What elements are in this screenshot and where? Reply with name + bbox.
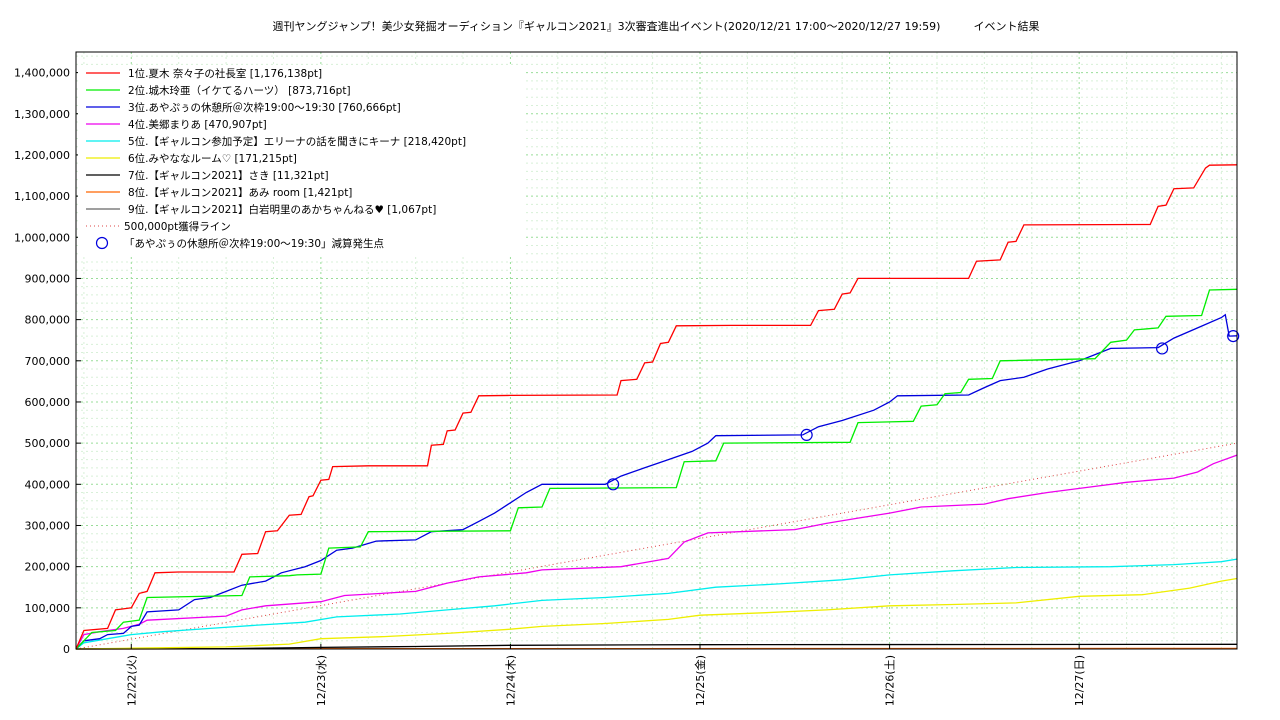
y-tick-label: 300,000 bbox=[25, 519, 71, 532]
x-tick-label: 12/23(水) bbox=[315, 655, 328, 706]
x-tick-label: 12/26(土) bbox=[884, 655, 897, 706]
y-tick-label: 0 bbox=[63, 643, 70, 656]
legend-label: 5位.【ギャルコン参加予定】エリーナの話を聞きにキーナ [218,420pt] bbox=[128, 135, 466, 148]
series-line-4 bbox=[75, 454, 1238, 650]
x-tick-label: 12/25(金) bbox=[693, 655, 707, 706]
series-line-1 bbox=[75, 164, 1238, 650]
y-tick-label: 800,000 bbox=[25, 314, 71, 327]
legend-label-reference: 500,000pt獲得ライン bbox=[124, 220, 231, 233]
y-tick-label: 700,000 bbox=[25, 355, 71, 368]
legend-background bbox=[78, 66, 526, 256]
subtraction-marker bbox=[607, 478, 620, 491]
y-tick-label: 200,000 bbox=[25, 561, 71, 574]
chart-title: 週刊ヤングジャンプ！美少女発掘オーディション『ギャルコン2021』3次審査進出イ… bbox=[273, 19, 1040, 33]
y-axis: 0 100,000 200,000 300,000 400,000 500,000 600,… bbox=[14, 67, 81, 656]
y-tick-label: 100,000 bbox=[25, 602, 71, 615]
x-tick-label: 12/27(日) bbox=[1073, 655, 1086, 706]
legend-label: 8位.【ギャルコン2021】あみ room [1,421pt] bbox=[128, 186, 352, 199]
series-line-2 bbox=[75, 288, 1238, 650]
marker-points bbox=[607, 329, 1240, 491]
x-tick-label: 12/22(火) bbox=[125, 655, 138, 706]
reference-line-500000 bbox=[75, 442, 1238, 650]
plot-frame bbox=[75, 51, 1238, 650]
legend-label-marker: 「あやぷぅの休憩所＠次枠19:00〜19:30」減算発生点 bbox=[124, 237, 384, 250]
x-tick-label: 12/24(木) bbox=[504, 655, 517, 706]
subtraction-marker bbox=[1155, 342, 1169, 355]
x-axis: 12/22(火) 12/23(水) 12/24(木) 12/25(金) 12/26(土)… bbox=[125, 644, 1086, 706]
y-tick-label: 500,000 bbox=[25, 437, 71, 450]
subtraction-marker bbox=[800, 428, 813, 442]
subtraction-marker bbox=[1227, 329, 1240, 343]
y-tick-label: 1,400,000 bbox=[14, 67, 70, 80]
series-line-3 bbox=[75, 313, 1238, 650]
y-tick-label: 1,100,000 bbox=[14, 190, 70, 203]
legend-swatch-marker bbox=[95, 236, 109, 250]
legend-label: 1位.夏木 奈々子の社長室 [1,176,138pt] bbox=[128, 67, 322, 80]
series-line-6 bbox=[75, 577, 1238, 650]
y-tick-label: 600,000 bbox=[25, 396, 71, 409]
reference-line bbox=[75, 442, 1238, 650]
legend-label: 2位.城木玲亜（イケてるハーツ） [873,716pt] bbox=[128, 84, 351, 97]
legend-label: 4位.美郷まりあ [470,907pt] bbox=[128, 118, 267, 131]
grid bbox=[76, 52, 1237, 649]
legend-label: 7位.【ギャルコン2021】さき [11,321pt] bbox=[128, 169, 329, 182]
y-tick-label: 1,200,000 bbox=[14, 149, 70, 162]
legend-label: 3位.あやぷぅの休憩所＠次枠19:00〜19:30 [760,666pt] bbox=[128, 101, 401, 114]
legend-label: 9位.【ギャルコン2021】白岩明里のあかちゃんねる♥ [1,067pt] bbox=[128, 203, 436, 216]
y-tick-label: 400,000 bbox=[25, 478, 71, 491]
series-line-5 bbox=[75, 558, 1238, 650]
y-tick-label: 1,300,000 bbox=[14, 108, 70, 121]
legend: 1位.夏木 奈々子の社長室 [1,176,138pt] 2位.城木玲亜（イケてるハ… bbox=[78, 66, 526, 256]
legend-label: 6位.みやななルーム♡ [171,215pt] bbox=[128, 152, 297, 165]
y-tick-label: 1,000,000 bbox=[14, 231, 70, 244]
y-tick-label: 900,000 bbox=[25, 272, 71, 285]
